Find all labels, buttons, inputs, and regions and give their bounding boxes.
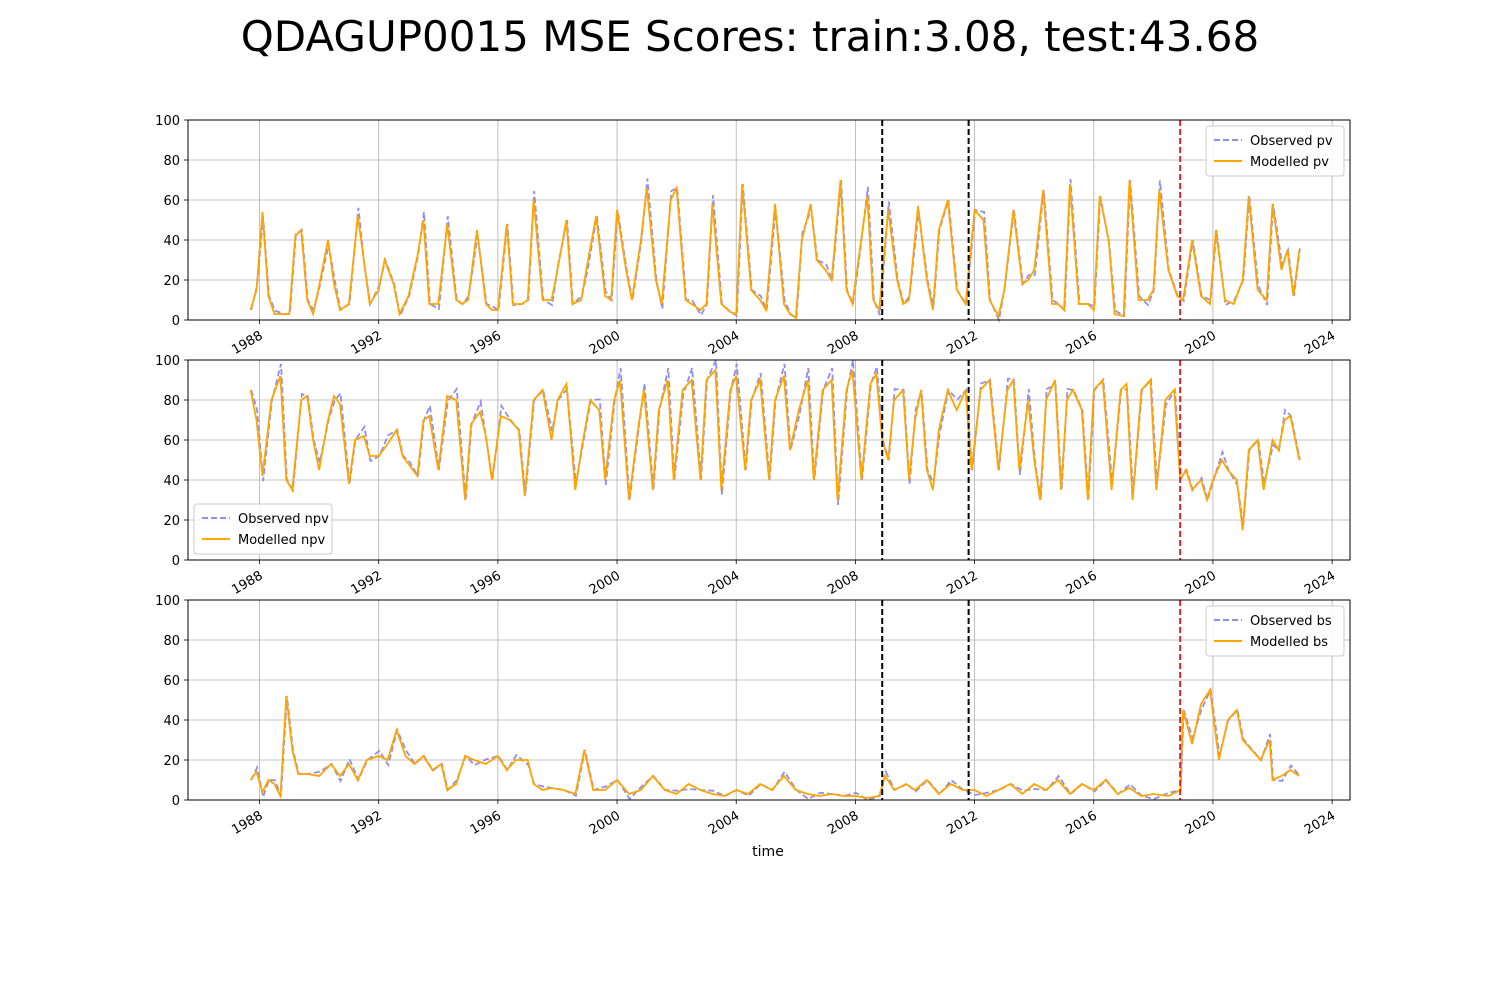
x-tick-label: 2008 — [825, 328, 861, 358]
x-tick-label: 2000 — [587, 568, 623, 598]
x-tick-label: 1996 — [468, 328, 504, 358]
chart-title: QDAGUP0015 MSE Scores: train:3.08, test:… — [240, 12, 1260, 61]
x-tick-label: 2004 — [706, 328, 742, 358]
y-tick-label: 60 — [163, 674, 180, 689]
x-tick-label: 1996 — [468, 808, 504, 838]
legend-box — [1205, 605, 1345, 657]
legend-entry-label: Observed npv — [238, 512, 329, 527]
x-tick-label: 2024 — [1302, 808, 1338, 838]
x-tick-label: 2008 — [825, 568, 861, 598]
panel-pv: 0 20 40 60 80 100 1988 1992 1996 2000 2004 2008 2012… — [155, 114, 1351, 358]
x-tick-label: 1992 — [349, 568, 385, 598]
x-tick-label: 2020 — [1183, 328, 1219, 358]
x-tick-label: 1988 — [229, 328, 265, 358]
axes-frame — [187, 599, 1351, 801]
y-tick-label: 0 — [172, 314, 180, 329]
axes-frame — [187, 359, 1351, 561]
y-tick-label: 40 — [163, 234, 180, 249]
x-tick-label: 1992 — [349, 328, 385, 358]
x-tick-label: 1988 — [229, 808, 265, 838]
y-tick-label: 80 — [163, 154, 180, 169]
x-tick-label: 2000 — [587, 808, 623, 838]
y-tick-label: 20 — [163, 274, 180, 289]
modelled-pv-line — [249, 179, 1301, 320]
legend-bs: Observed bs Modelled bs — [1205, 605, 1345, 657]
y-tick-label: 40 — [163, 474, 180, 489]
x-tick-label: 2024 — [1302, 568, 1338, 598]
legend-pv: Observed pv Modelled pv — [1205, 125, 1345, 177]
axes-frame — [187, 119, 1351, 321]
x-axis-label: time — [752, 844, 784, 860]
legend-npv: Observed npv Modelled npv — [193, 503, 333, 555]
y-tick-label: 40 — [163, 714, 180, 729]
y-tick-label: 60 — [163, 434, 180, 449]
x-tick-label: 2004 — [706, 568, 742, 598]
legend-entry-label: Observed pv — [1250, 134, 1333, 149]
x-tick-label: 2016 — [1064, 328, 1100, 358]
x-tick-label: 2016 — [1064, 568, 1100, 598]
modelled-bs-line — [249, 687, 1300, 800]
legend-entry-label: Modelled npv — [238, 533, 326, 548]
x-tick-label: 2004 — [706, 808, 742, 838]
y-tick-label: 100 — [155, 594, 180, 609]
x-tick-label: 2012 — [944, 808, 980, 838]
y-tick-label: 20 — [163, 514, 180, 529]
legend-box — [1205, 125, 1345, 177]
x-tick-label: 2020 — [1183, 808, 1219, 838]
panel-bs: 0 20 40 60 80 100 1988 1992 1996 2000 2004 2008 2012… — [155, 594, 1351, 838]
y-tick-label: 20 — [163, 754, 180, 769]
y-tick-label: 100 — [155, 114, 180, 129]
legend-box — [193, 503, 333, 555]
x-tick-label: 1992 — [349, 808, 385, 838]
x-tick-label: 2016 — [1064, 808, 1100, 838]
observed-bs-line — [250, 686, 1301, 801]
observed-npv-line — [250, 359, 1301, 526]
x-tick-label: 2012 — [944, 328, 980, 358]
panel-npv: 0 20 40 60 80 100 1988 1992 1996 2000 2004 2008 2012… — [155, 354, 1351, 598]
x-tick-label: 1988 — [229, 568, 265, 598]
x-tick-label: 1996 — [468, 568, 504, 598]
x-tick-label: 2024 — [1302, 328, 1338, 358]
y-tick-label: 0 — [172, 554, 180, 569]
y-tick-label: 100 — [155, 354, 180, 369]
y-tick-label: 80 — [163, 634, 180, 649]
legend-entry-label: Observed bs — [1250, 614, 1332, 629]
y-tick-label: 80 — [163, 394, 180, 409]
modelled-npv-line — [249, 367, 1301, 531]
legend-entry-label: Modelled bs — [1250, 635, 1328, 650]
y-tick-label: 0 — [172, 794, 180, 809]
x-tick-label: 2020 — [1183, 568, 1219, 598]
x-tick-label: 2012 — [944, 568, 980, 598]
y-tick-label: 60 — [163, 194, 180, 209]
x-tick-label: 2000 — [587, 328, 623, 358]
x-tick-label: 2008 — [825, 808, 861, 838]
legend-entry-label: Modelled pv — [1250, 155, 1329, 170]
